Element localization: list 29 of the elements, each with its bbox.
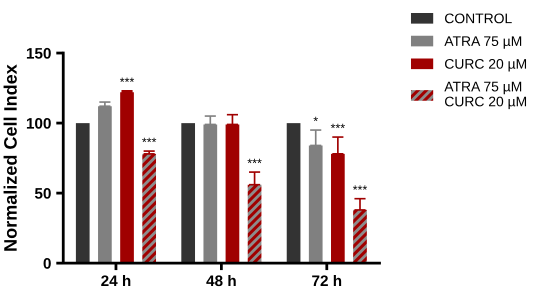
y-axis-title: Normalized Cell Index (4, 64, 17, 251)
y-tick-label: 0 (44, 258, 51, 269)
bar (142, 154, 156, 264)
bar (308, 145, 323, 264)
legend-label: CONTROL (445, 13, 512, 24)
y-tick-label: 100 (26, 118, 51, 129)
bar (203, 124, 218, 264)
bar (248, 184, 262, 264)
data-label: *** (120, 78, 134, 82)
data-label: * (313, 116, 318, 122)
y-tick-label: 150 (26, 48, 51, 59)
legend-label: ATRA 75 µM (444, 36, 522, 49)
bar (286, 123, 300, 264)
bar (76, 123, 90, 264)
y-tick-label: 50 (34, 188, 51, 199)
data-label: *** (330, 124, 345, 128)
data-label: *** (352, 185, 368, 190)
bar (353, 210, 367, 264)
x-tick-label: 48 h (206, 274, 236, 286)
legend-label: CURC 20 µM (445, 58, 526, 72)
bar (120, 92, 134, 264)
data-label: *** (247, 158, 262, 164)
legend-label: ATRA 75 µM CURC 20 µM (444, 82, 526, 110)
bar (226, 124, 240, 264)
x-tick-label: 24 h (101, 274, 130, 286)
x-tick-label: 72 h (312, 274, 342, 286)
data-label: *** (142, 138, 156, 142)
bar (98, 106, 112, 264)
bar (181, 123, 196, 264)
